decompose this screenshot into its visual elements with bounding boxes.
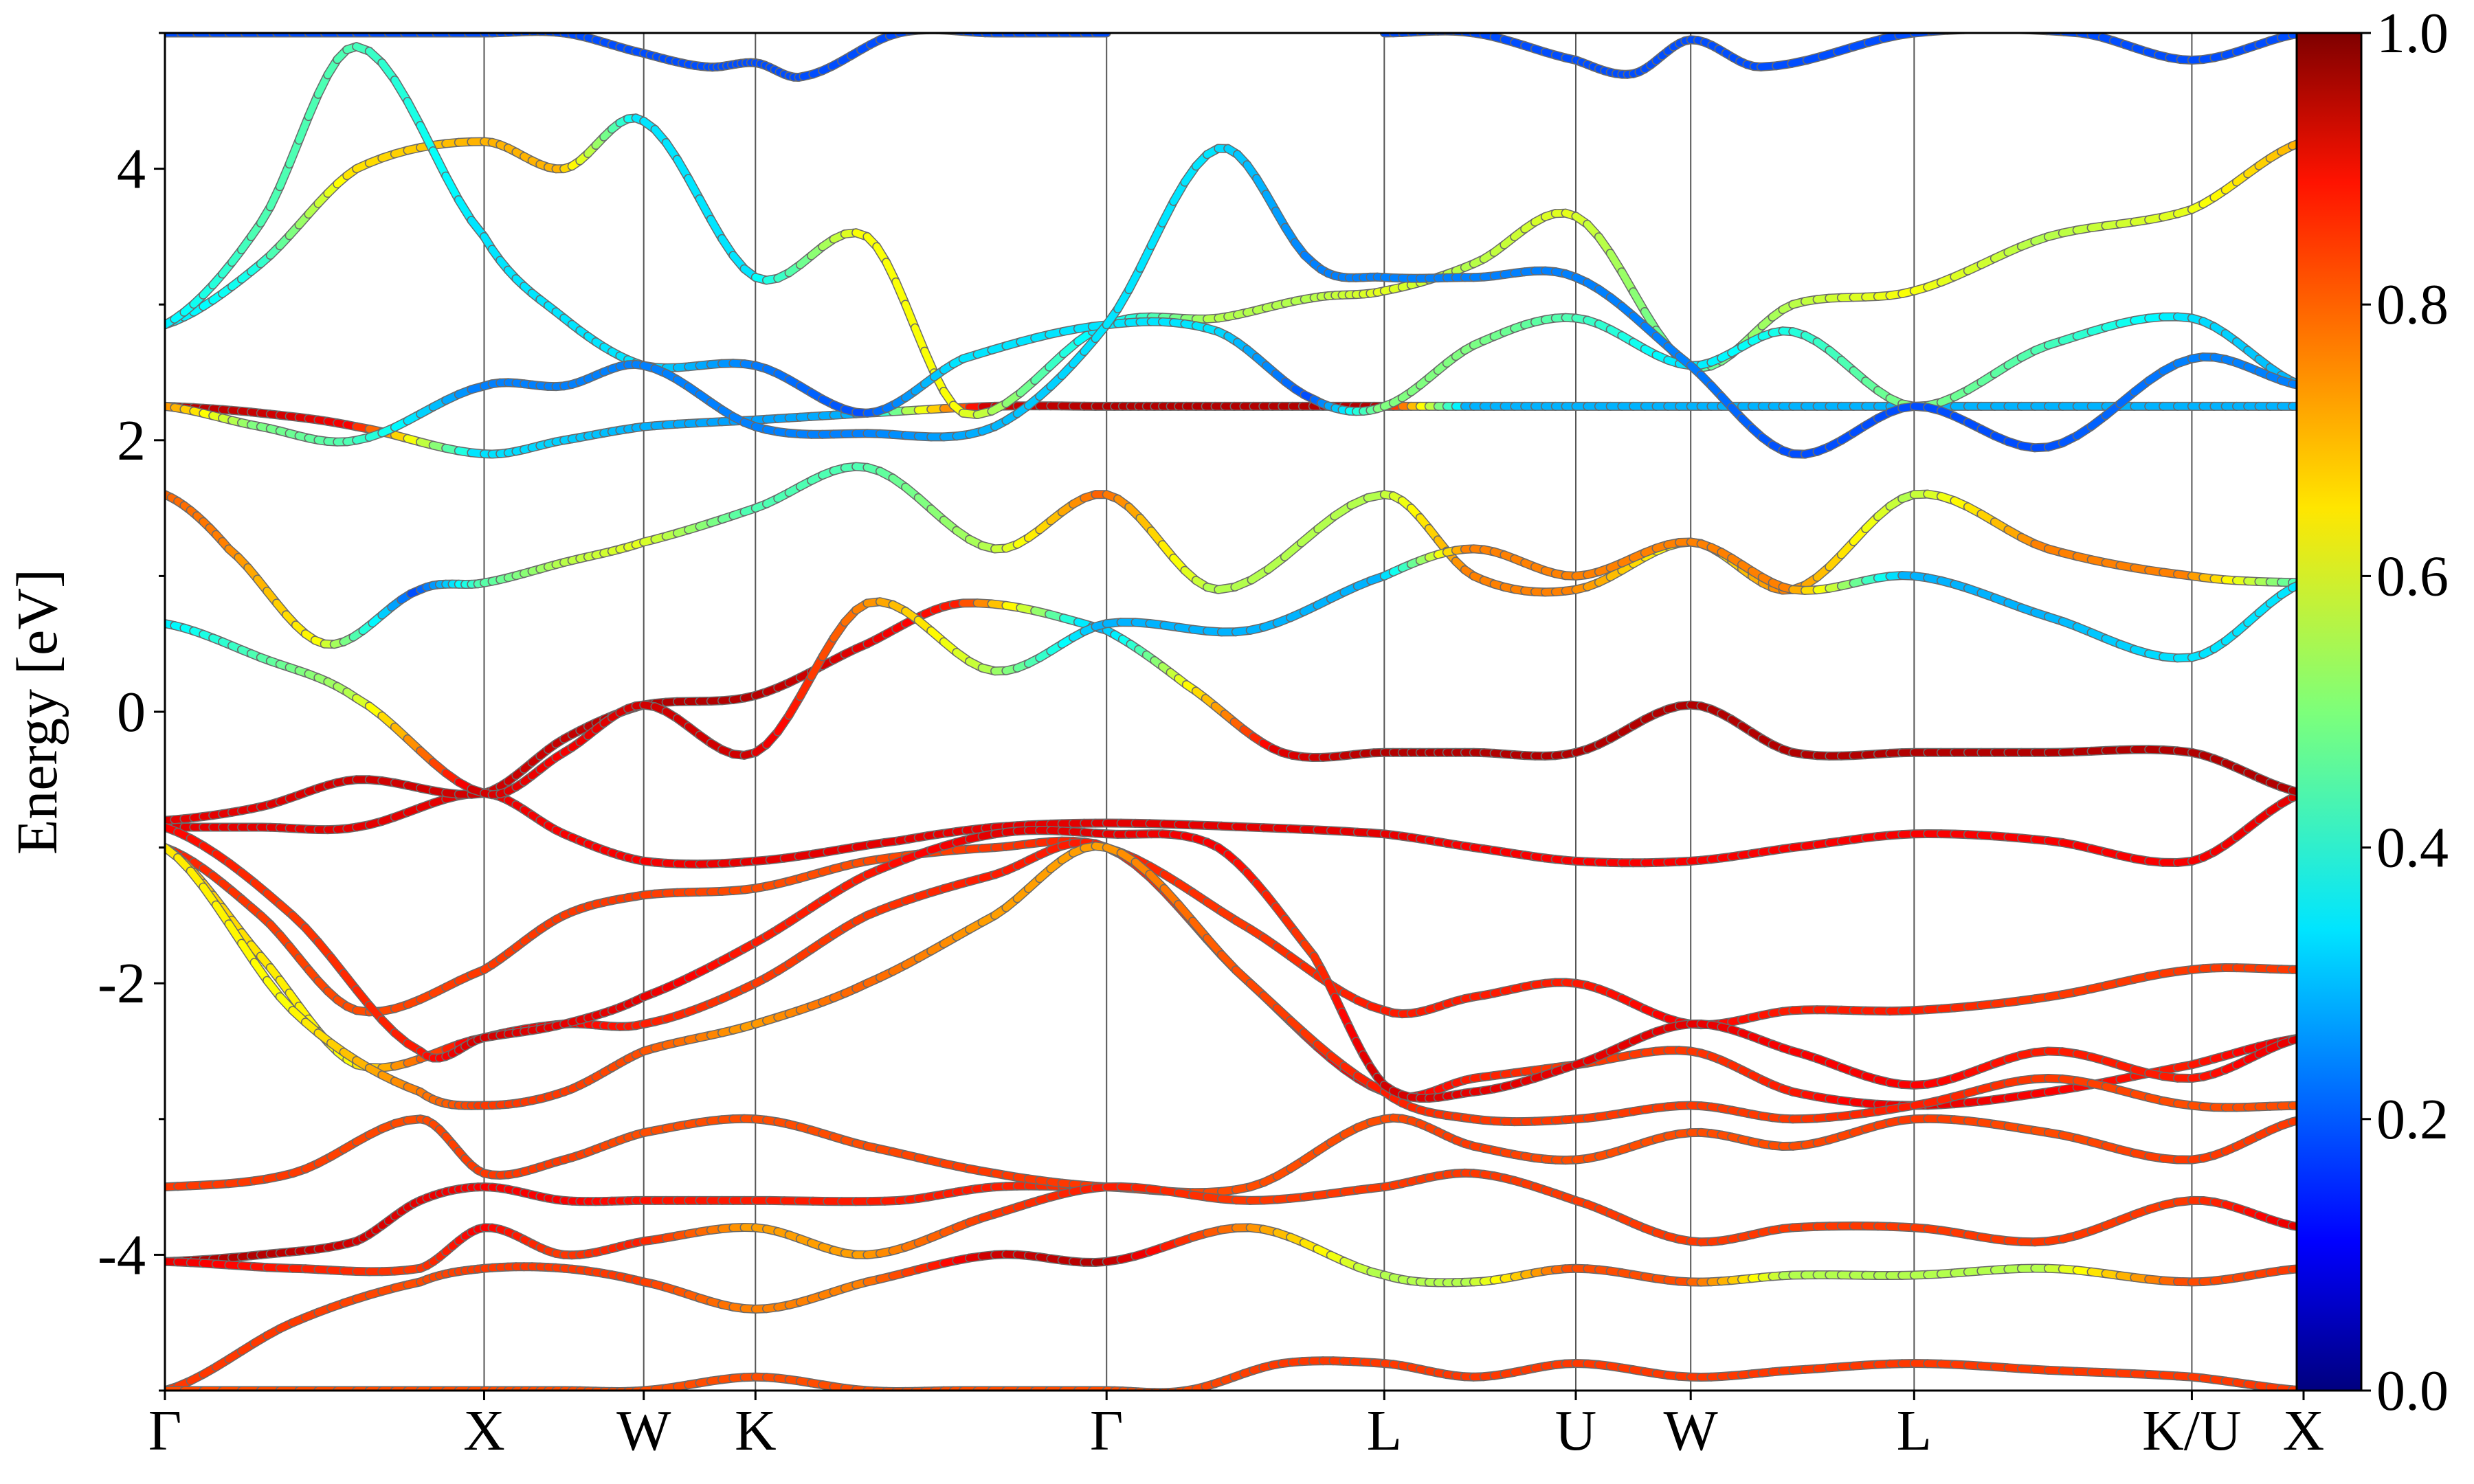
high-symmetry-lines bbox=[483, 33, 2193, 1391]
band-3 bbox=[165, 598, 2304, 825]
band-5 bbox=[165, 537, 2304, 800]
plot-area: 420-2-4 Γ X W K Γ L U W L K/U X Energy [eV] bbox=[5, 32, 2324, 1463]
band-lines bbox=[165, 33, 2304, 1391]
band-6 bbox=[165, 836, 2304, 1030]
band-8 bbox=[165, 842, 2304, 1127]
band-10 bbox=[165, 1168, 2304, 1277]
plot-background bbox=[165, 33, 2304, 1391]
band-1 bbox=[165, 789, 2304, 869]
band-4 bbox=[165, 462, 2304, 649]
